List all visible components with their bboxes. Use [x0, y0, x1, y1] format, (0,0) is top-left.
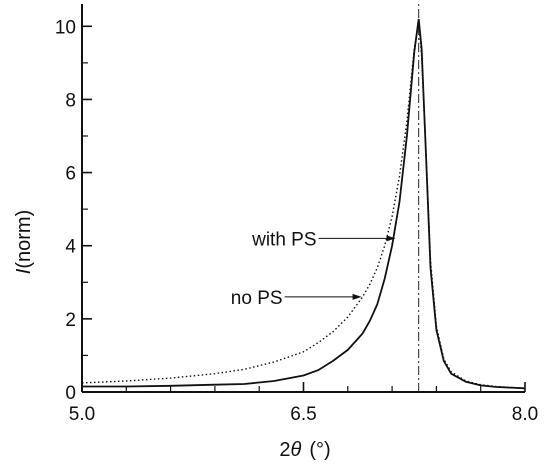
x-axis-label-symbol: θ — [290, 439, 301, 461]
y-tick-label: 6 — [65, 164, 76, 185]
y-axis-label-symbol: I — [13, 268, 35, 274]
x-axis-label-prefix: 2 — [279, 439, 290, 461]
x-tick-label: 8.0 — [512, 404, 538, 425]
annotation-with-ps: with PS — [251, 229, 316, 250]
annotation-no-ps: no PS — [231, 288, 283, 309]
annotation-arrowhead-no-ps — [352, 293, 362, 300]
y-tick-label: 10 — [55, 17, 76, 38]
y-tick-label: 8 — [65, 90, 76, 111]
x-axis-label-unit: (°) — [309, 439, 330, 461]
x-tick-label: 5.0 — [69, 404, 95, 425]
y-axis-label: I(norm) — [13, 210, 35, 274]
y-tick-label: 0 — [65, 383, 76, 404]
x-tick-label: 6.5 — [290, 404, 316, 425]
annotation-arrowhead-with-ps — [386, 235, 396, 242]
x-axis-label: 2θ (°) — [279, 439, 330, 461]
series-line-with-ps — [81, 22, 526, 389]
y-tick-label: 2 — [65, 310, 76, 331]
series-line-no-ps — [82, 18, 526, 390]
y-axis-label-unit: (norm) — [13, 210, 35, 269]
y-tick-label: 4 — [65, 237, 76, 258]
